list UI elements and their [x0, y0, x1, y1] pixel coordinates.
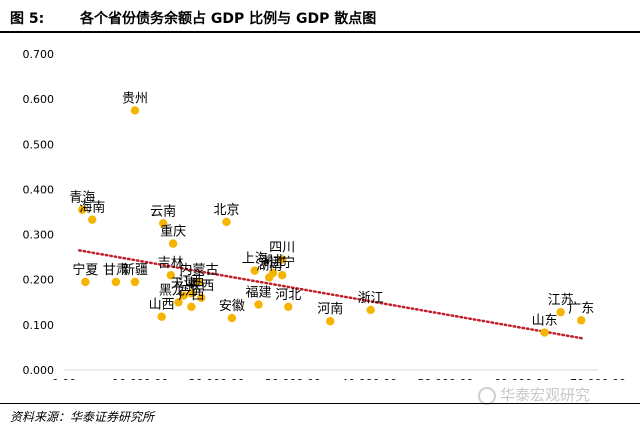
point-label: 广东 — [568, 301, 594, 316]
point-label: 青海 — [69, 191, 95, 206]
x-tick-label: 60,000.00 — [494, 377, 550, 380]
y-tick-label: 0.300 — [23, 229, 55, 242]
data-point — [157, 312, 166, 321]
data-point — [174, 298, 183, 307]
header-rule — [0, 31, 640, 33]
y-tick-label: 0.000 — [23, 364, 55, 377]
scatter-chart: 0.000 0.100 0.200 0.300 0.400 0.500 0.600 0.700… — [23, 48, 626, 380]
x-tick-label: 70,000.00 — [570, 377, 626, 380]
trendline-group — [78, 249, 584, 340]
wechat-icon — [478, 386, 496, 405]
source-rule — [0, 403, 640, 404]
point-label: 甘肃 — [103, 263, 129, 278]
data-point — [577, 316, 586, 325]
point-label: 吉林 — [158, 256, 184, 271]
data-point — [277, 255, 287, 264]
trendline — [78, 249, 584, 340]
data-point — [78, 205, 87, 214]
data-point — [168, 239, 178, 248]
data-point — [187, 289, 196, 298]
figure-header: 图 5: 各个省份债务余额占 GDP 比例与 GDP 散点图 — [0, 0, 640, 34]
data-point — [197, 293, 206, 302]
data-point — [158, 219, 168, 228]
point-label: 福建 — [246, 286, 272, 301]
point-label: 安徽 — [219, 299, 245, 314]
data-point — [179, 291, 188, 300]
point-label: 云南 — [150, 203, 176, 219]
point-label: 北京 — [213, 203, 239, 218]
points-group — [78, 106, 586, 337]
x-tick-label: 30,000.00 — [265, 377, 321, 380]
y-tick-label: 0.400 — [23, 183, 55, 196]
data-point — [326, 317, 335, 326]
y-tick-label: 0.700 — [23, 48, 55, 61]
point-label: 新疆 — [122, 262, 148, 278]
point-label: 陕西 — [188, 279, 214, 294]
point-label: 贵州 — [122, 91, 148, 106]
data-point — [254, 300, 263, 309]
point-label: 湖南 — [256, 257, 282, 273]
point-label: 四川 — [269, 240, 295, 255]
x-tick-label: 50,000.00 — [417, 377, 473, 380]
y-tick-label: 0.200 — [23, 274, 55, 287]
point-label: 山东 — [532, 314, 558, 329]
data-point — [277, 271, 287, 280]
data-point — [166, 271, 175, 280]
data-point — [227, 313, 237, 323]
point-label: 辽宁 — [269, 255, 295, 271]
axes: 0.000 0.100 0.200 0.300 0.400 0.500 0.600 0.700… — [23, 48, 626, 380]
data-point — [540, 328, 549, 337]
point-label: 上海 — [242, 252, 268, 267]
point-label: 河南 — [317, 301, 343, 317]
y-tick-label: 0.100 — [23, 319, 55, 332]
x-tick-label: 10,000.00 — [112, 377, 168, 380]
data-point — [130, 106, 140, 115]
data-point — [81, 277, 90, 287]
point-label: 内蒙古 — [180, 262, 219, 278]
figure-title: 各个省份债务余额占 GDP 比例与 GDP 散点图 — [80, 11, 377, 27]
x-tick-label: 20,000.00 — [189, 377, 245, 380]
figure-label: 图 5: — [10, 11, 45, 27]
watermark: 华泰宏观研究 — [478, 384, 590, 405]
data-point — [268, 268, 278, 278]
data-point — [111, 277, 121, 287]
data-point — [187, 302, 196, 311]
source-note: 资料来源：华泰证券研究所 — [10, 410, 155, 424]
watermark-text: 华泰宏观研究 — [500, 386, 591, 404]
point-label: 山西 — [149, 298, 175, 313]
point-label: 海南 — [79, 200, 105, 216]
data-point — [250, 266, 259, 275]
x-tick-label: 40,000.00 — [341, 377, 397, 380]
point-label: 重庆 — [160, 224, 186, 240]
point-label: 黑龙江 — [159, 283, 198, 298]
data-point — [222, 217, 231, 227]
point-label: 江西 — [178, 274, 204, 289]
data-point — [130, 277, 140, 287]
point-label: 浙江 — [358, 291, 384, 306]
point-label: 河北 — [275, 288, 301, 303]
data-point — [366, 305, 375, 315]
point-label: 宁夏 — [72, 262, 98, 278]
y-tick-label: 0.500 — [23, 138, 55, 151]
point-label: 江苏 — [548, 292, 574, 308]
x-tick-label: 0.00 — [52, 377, 77, 380]
data-point — [556, 308, 565, 317]
data-point — [88, 215, 97, 224]
data-point — [194, 277, 204, 287]
point-label: 广西 — [178, 288, 204, 303]
data-point — [284, 302, 293, 311]
point-label: 天津 — [171, 277, 197, 292]
y-tick-label: 0.600 — [23, 93, 55, 106]
point-label: 湖北 — [260, 254, 286, 269]
